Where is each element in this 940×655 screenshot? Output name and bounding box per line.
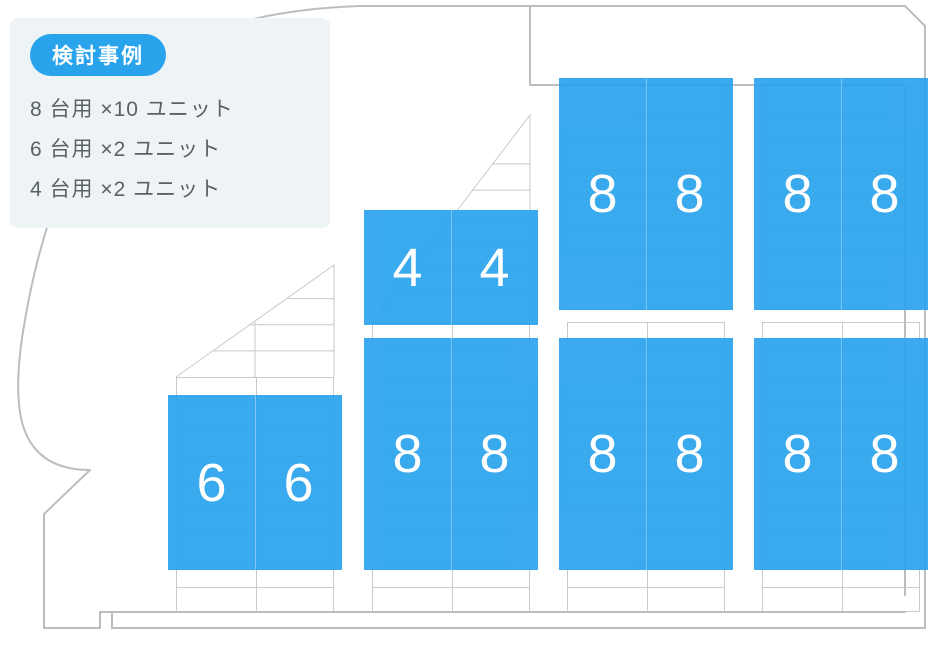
legend-line: 6 台用 ×2 ユニット <box>30 130 310 170</box>
unit-block: 88 <box>754 78 928 310</box>
unit-block: 88 <box>559 338 733 570</box>
unit-size-label: 8 <box>841 338 928 570</box>
unit-size-label: 8 <box>754 78 841 310</box>
legend-lines: 8 台用 ×10 ユニット6 台用 ×2 ユニット4 台用 ×2 ユニット <box>30 90 310 210</box>
unit-size-label: 8 <box>451 338 538 570</box>
unit-size-label: 4 <box>451 210 538 325</box>
unit-block: 88 <box>754 338 928 570</box>
legend-box: 検討事例 8 台用 ×10 ユニット6 台用 ×2 ユニット4 台用 ×2 ユニ… <box>10 18 330 228</box>
diagram-stage: 66448888888888 検討事例 8 台用 ×10 ユニット6 台用 ×2… <box>0 0 940 655</box>
legend-line: 4 台用 ×2 ユニット <box>30 170 310 210</box>
unit-block: 88 <box>364 338 538 570</box>
legend-badge: 検討事例 <box>30 34 166 76</box>
unit-size-label: 8 <box>646 78 733 310</box>
unit-size-label: 8 <box>559 338 646 570</box>
unit-block: 66 <box>168 395 342 570</box>
unit-size-label: 4 <box>364 210 451 325</box>
unit-size-label: 8 <box>841 78 928 310</box>
legend-line: 8 台用 ×10 ユニット <box>30 90 310 130</box>
unit-size-label: 8 <box>754 338 841 570</box>
unit-size-label: 8 <box>646 338 733 570</box>
unit-block: 44 <box>364 210 538 325</box>
unit-size-label: 8 <box>364 338 451 570</box>
unit-size-label: 6 <box>255 395 342 570</box>
unit-block: 88 <box>559 78 733 310</box>
unit-size-label: 8 <box>559 78 646 310</box>
unit-size-label: 6 <box>168 395 255 570</box>
